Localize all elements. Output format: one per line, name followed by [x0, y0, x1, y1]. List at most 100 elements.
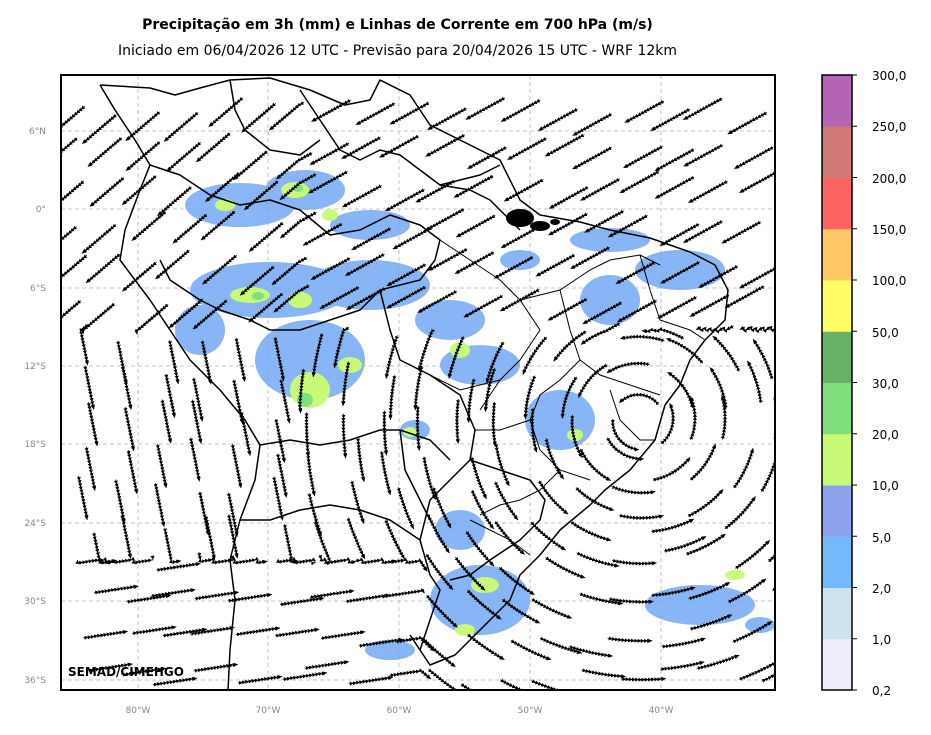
streamline	[307, 493, 322, 537]
streamline-arrow	[445, 548, 450, 554]
streamline-arrow	[92, 486, 97, 491]
streamline	[500, 225, 541, 249]
colorbar-label: 30,0	[872, 377, 899, 391]
streamline-arrow	[493, 274, 499, 279]
streamline-arrow	[269, 126, 274, 131]
streamline	[272, 476, 284, 521]
streamline-arrow	[315, 627, 320, 632]
streamline	[560, 376, 578, 419]
streamline	[738, 660, 775, 681]
streamline	[309, 141, 350, 166]
streamline-arrow	[460, 692, 465, 696]
streamline-arrow	[548, 231, 553, 236]
streamline-arrow	[384, 451, 388, 456]
streamline-arrow	[570, 265, 575, 269]
streamline	[131, 210, 167, 242]
streamline-arrow	[701, 637, 706, 642]
streamline	[772, 561, 775, 592]
streamline-arrow	[635, 447, 639, 452]
streamline	[466, 378, 476, 423]
streamline-arrow	[161, 522, 166, 527]
streamline	[696, 654, 740, 671]
streamline	[456, 214, 496, 238]
streamline-arrow	[81, 249, 87, 254]
streamline	[688, 581, 731, 601]
streamline-arrow	[690, 396, 694, 401]
streamline	[61, 225, 77, 255]
streamline	[275, 453, 288, 498]
streamline-arrow	[205, 197, 210, 202]
streamline-arrow	[193, 325, 198, 330]
streamline	[418, 328, 435, 371]
streamline-arrow	[504, 197, 509, 202]
streamline-arrow	[659, 514, 664, 519]
streamline	[510, 639, 552, 661]
streamline	[200, 340, 212, 385]
streamline-arrow	[549, 204, 554, 209]
colorbar-segment	[822, 280, 852, 332]
streamline-arrow	[343, 454, 348, 459]
streamline-arrow	[128, 405, 133, 410]
streamline-arrow	[150, 555, 155, 560]
streamline	[390, 557, 428, 572]
streamline-arrow	[547, 316, 553, 321]
streamline-arrow	[721, 239, 727, 244]
streamline	[341, 413, 348, 459]
streamlines	[42, 96, 775, 696]
streamline	[712, 335, 741, 372]
colorbar-label: 10,0	[872, 479, 899, 493]
streamline	[651, 518, 695, 534]
streamline	[121, 174, 157, 206]
streamline-arrow	[490, 562, 495, 567]
streamline	[660, 260, 700, 284]
streamline-arrow	[230, 626, 235, 630]
streamline	[523, 375, 537, 420]
colorbar-label: 200,0	[872, 172, 907, 186]
latitude-labels: 6°N 0° 6°S 12°S 18°S 24°S 30°S 36°S	[24, 127, 46, 686]
streamline-arrow	[767, 621, 773, 626]
streamline	[453, 174, 494, 198]
streamline	[621, 676, 666, 682]
streamline-arrow	[572, 131, 577, 136]
streamline	[194, 590, 239, 601]
streamline	[608, 597, 654, 604]
streamline	[313, 520, 332, 563]
streamline-arrow	[719, 489, 724, 494]
streamline-arrow	[157, 211, 162, 216]
streamline	[202, 254, 237, 285]
streamline-arrow	[727, 614, 733, 619]
streamline-arrow	[166, 167, 171, 172]
streamline-arrow	[415, 198, 421, 203]
streamline	[535, 253, 576, 277]
streamline	[582, 301, 623, 325]
streamline	[345, 252, 385, 276]
streamline-arrow	[161, 666, 167, 671]
streamline-arrow	[427, 126, 432, 130]
streamline	[734, 145, 774, 170]
streamline	[530, 521, 566, 551]
streamline	[120, 514, 132, 559]
streamline	[650, 107, 691, 132]
streamline-arrow	[346, 306, 351, 310]
streamline-arrow	[298, 409, 303, 414]
streamline-arrow	[234, 554, 239, 559]
streamline	[239, 265, 275, 296]
streamline	[197, 551, 234, 565]
streamline-arrow	[606, 369, 612, 373]
streamline-arrow	[172, 413, 176, 418]
streamline	[425, 133, 465, 157]
streamline	[164, 373, 176, 418]
map-subtitle: Iniciado em 06/04/2026 12 UTC - Previsão…	[117, 43, 678, 59]
streamline	[273, 284, 310, 313]
streamline-arrow	[563, 510, 569, 515]
streamline-arrow	[463, 313, 469, 318]
streamline-arrow	[267, 593, 272, 597]
streamline-arrow	[618, 601, 623, 606]
streamline-arrow	[483, 407, 488, 412]
streamline-arrow	[42, 252, 46, 256]
streamline	[279, 211, 317, 239]
streamline	[739, 265, 775, 289]
streamline-arrow	[523, 415, 528, 419]
streamline	[522, 336, 548, 375]
streamline	[544, 133, 585, 157]
